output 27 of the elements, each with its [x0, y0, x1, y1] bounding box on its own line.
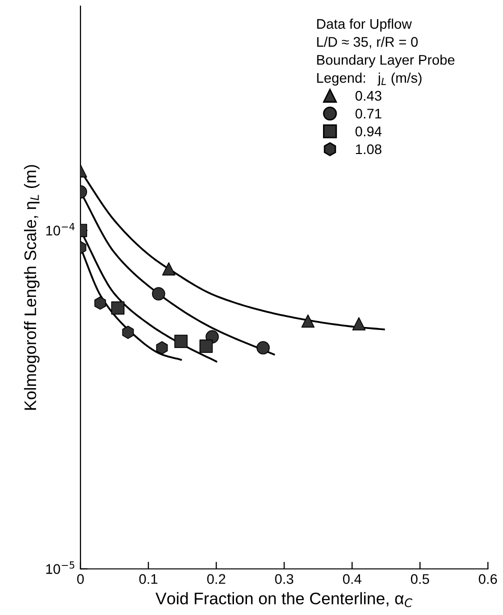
x-axis-title: Void Fraction on the Centerline, α$_{C}$	[156, 592, 412, 608]
x-tick-label: 0.4	[342, 574, 362, 584]
point	[156, 341, 168, 354]
legend-label: 0.71	[356, 108, 382, 119]
point	[94, 296, 106, 310]
point	[162, 262, 176, 276]
x-tick-label: 0.6	[478, 574, 497, 584]
point	[352, 317, 366, 330]
point	[174, 334, 188, 348]
point	[111, 301, 124, 315]
legend-title: Data for Upflow L/D ≈ 35, r/R = 0 Boundary Layer Probe Legend: j$_{L}$ (m/s)	[317, 18, 454, 86]
y-tick-label: 10$^{−5}$	[46, 561, 74, 574]
x-tick-label: 0.1	[139, 574, 158, 584]
point	[199, 340, 213, 353]
x-tick-label: 0.3	[275, 574, 294, 584]
point	[122, 326, 134, 339]
legend-label: 1.08	[356, 144, 382, 154]
x-tick-label: 0.5	[410, 574, 430, 584]
point	[152, 287, 166, 300]
y-tick-label: 10$^{−4}$	[46, 222, 75, 236]
legend-label: 0.94	[356, 126, 382, 136]
point	[301, 314, 315, 328]
point	[256, 341, 270, 354]
y-axis-title: Kolmogoroff Length Scale, η$_{L}$ (m)	[24, 165, 40, 410]
x-tick-label: 0.2	[207, 574, 226, 584]
legend-label: 0.43	[356, 90, 382, 101]
x-tick-label: 0	[77, 574, 84, 584]
